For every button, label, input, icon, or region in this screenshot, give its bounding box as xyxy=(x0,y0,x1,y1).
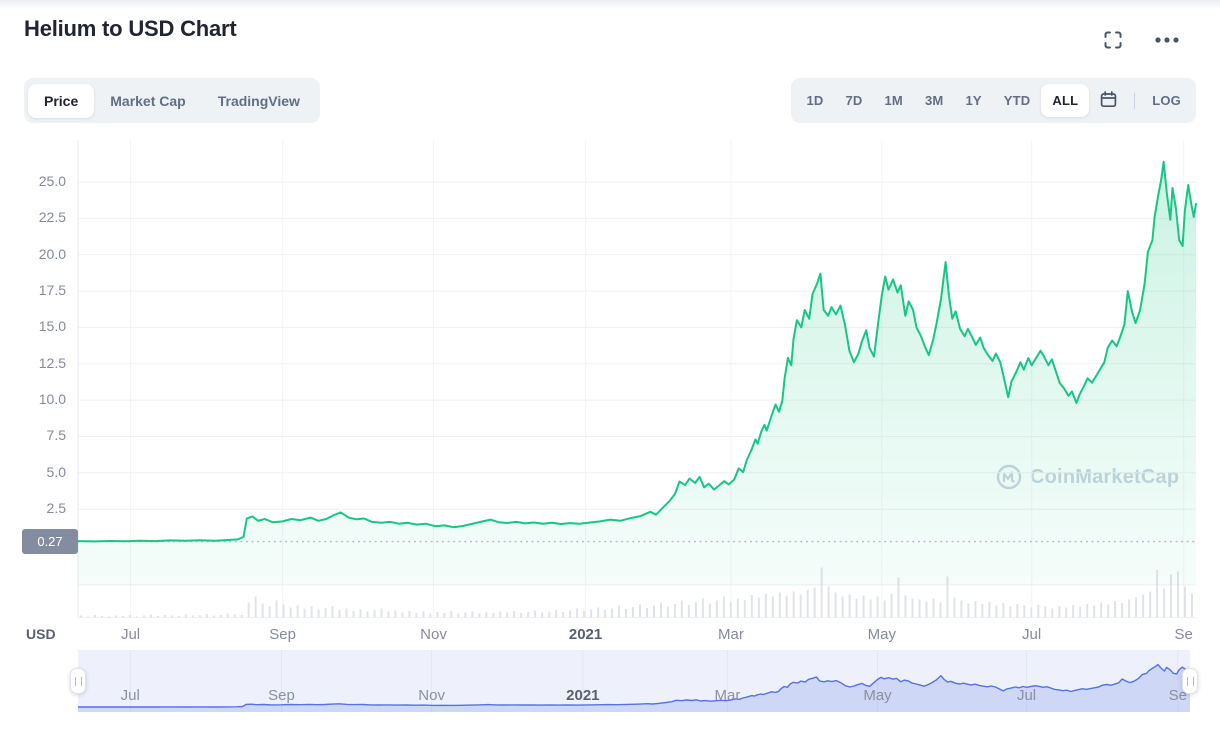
x-axis-label: Sep xyxy=(269,626,296,643)
navigator-left-handle[interactable] xyxy=(70,668,86,694)
more-options-button[interactable] xyxy=(1152,34,1182,46)
x-axis-label: Se xyxy=(1174,626,1193,643)
x-axis-label: Mar xyxy=(717,626,744,643)
header-actions xyxy=(1100,27,1182,53)
y-axis-label: 17.5 xyxy=(38,282,66,299)
navigator-right-handle[interactable] xyxy=(1182,668,1198,694)
range-1m[interactable]: 1M xyxy=(874,84,914,117)
y-axis-label: 22.5 xyxy=(38,209,66,226)
tab-price[interactable]: Price xyxy=(28,83,95,118)
navigator-track[interactable] xyxy=(78,650,1190,712)
divider xyxy=(1134,92,1136,109)
range-1y[interactable]: 1Y xyxy=(954,84,992,117)
chart-type-tabs: Price Market Cap TradingView xyxy=(24,78,320,123)
grip-icon xyxy=(74,676,82,686)
y-axis-label: 5.0 xyxy=(46,463,66,480)
top-edge-divider xyxy=(0,0,1220,9)
fullscreen-icon xyxy=(1104,31,1122,49)
x-axis-label: May xyxy=(867,626,896,643)
page-title: Helium to USD Chart xyxy=(24,16,237,41)
tab-market-cap[interactable]: Market Cap xyxy=(94,84,201,118)
currency-label: USD xyxy=(26,626,56,642)
fullscreen-button[interactable] xyxy=(1100,27,1126,53)
tab-tradingview[interactable]: TradingView xyxy=(202,84,316,118)
y-axis-label: 7.5 xyxy=(46,427,66,444)
x-axis-label: Nov xyxy=(420,626,447,643)
y-axis-label: 15.0 xyxy=(38,318,66,335)
y-axis-label: 25.0 xyxy=(38,173,66,190)
range-3m[interactable]: 3M xyxy=(914,84,954,117)
y-axis-label: 2.5 xyxy=(46,500,66,517)
x-axis-label: Jul xyxy=(120,626,141,643)
calendar-icon xyxy=(1100,90,1117,107)
y-axis-label: 10.0 xyxy=(38,391,66,408)
range-1d[interactable]: 1D xyxy=(795,84,834,117)
y-axis-label: 12.5 xyxy=(38,354,66,371)
date-range-selector: 1D 7D 1M 3M 1Y YTD ALL LOG xyxy=(791,78,1196,123)
x-axis-label: 2021 xyxy=(568,626,603,643)
y-axis-label: 20.0 xyxy=(38,245,66,262)
calendar-button[interactable] xyxy=(1089,82,1128,120)
x-axis-label: Jul xyxy=(1022,626,1042,643)
baseline-price-badge: 0.27 xyxy=(22,529,78,554)
range-ytd[interactable]: YTD xyxy=(993,84,1042,117)
log-scale-button[interactable]: LOG xyxy=(1141,84,1192,117)
chart-plot-area[interactable] xyxy=(78,140,1196,618)
range-7d[interactable]: 7D xyxy=(834,84,873,117)
grip-icon xyxy=(1186,676,1194,686)
range-all[interactable]: ALL xyxy=(1041,84,1090,117)
more-options-icon xyxy=(1155,37,1179,43)
